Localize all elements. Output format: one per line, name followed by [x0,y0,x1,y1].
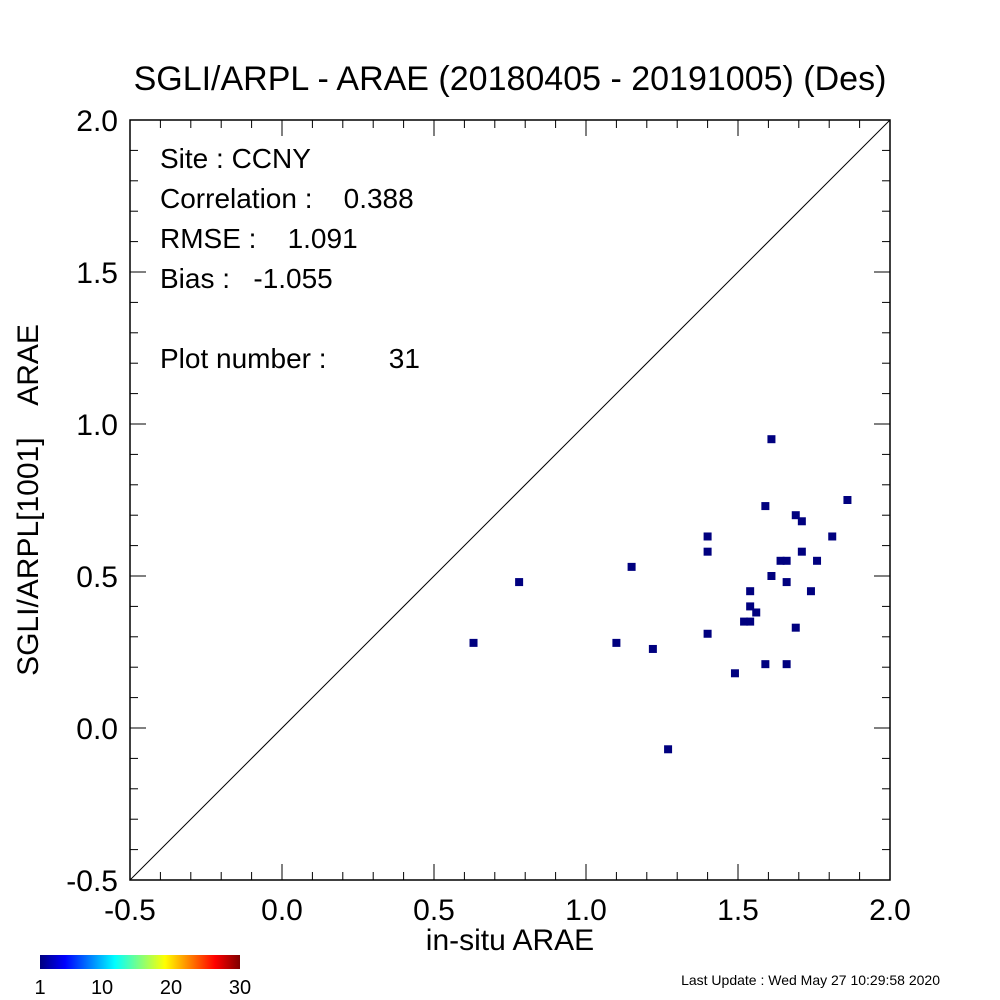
data-point [515,578,524,587]
data-point [782,556,791,565]
data-point [752,608,761,617]
data-point [612,638,621,647]
plot-frame [129,119,891,881]
y-tick-label: -0.5 [66,865,118,898]
colorbar-label: 1 [34,977,45,999]
data-point [761,660,770,669]
stats-block: Site : CCNY Correlation : 0.388 RMSE : 1… [160,143,420,374]
data-point [703,629,712,638]
data-point [746,602,755,611]
data-point [767,435,776,444]
y-tick-label: 0.5 [76,561,118,594]
identity-line [129,119,891,881]
data-point [797,547,806,556]
y-tick-label: 1.0 [76,409,118,442]
stat-correlation: Correlation : 0.388 [160,183,414,214]
data-point [740,617,749,626]
data-point [730,669,739,678]
colorbar-label: 20 [160,977,182,999]
x-tick-label: 2.0 [869,894,911,927]
stat-bias: Bias : -1.055 [160,263,333,294]
data-point [806,587,815,596]
y-tick-label: 0.0 [76,713,118,746]
data-point [627,562,636,571]
x-tick-label: 1.5 [717,894,759,927]
data-point [767,572,776,580]
x-tick-label: -0.5 [104,894,156,927]
y-tick-label: 2.0 [76,105,118,138]
colorbar [40,955,240,969]
data-point [782,578,791,587]
data-point [761,502,770,511]
data-point [843,496,852,504]
data-point [791,623,800,632]
colorbar-label: 10 [91,977,113,999]
data-point [746,587,755,596]
x-tick-label: 0.5 [413,894,455,927]
last-update-text: Last Update : Wed May 27 10:29:58 2020 [681,972,940,988]
data-point [782,660,791,669]
data-point [746,617,755,626]
data-point [648,644,657,653]
stat-plot-number: Plot number : 31 [160,343,420,374]
data-point [664,745,673,754]
x-tick-labels: -0.5 0.0 0.5 1.0 1.5 2.0 [104,894,911,927]
chart-title: SGLI/ARPL - ARAE (20180405 - 20191005) (… [134,60,887,98]
x-tick-label: 0.0 [261,894,303,927]
colorbar-label: 30 [229,977,251,999]
data-point [797,517,806,526]
data-point [703,532,712,541]
x-axis-title: in-situ ARAE [426,924,594,957]
data-point [469,638,478,647]
data-point [828,532,837,541]
data-points [469,435,852,754]
y-tick-labels: -0.5 0.0 0.5 1.0 1.5 2.0 [66,105,118,898]
stat-site: Site : CCNY [160,143,311,174]
x-tick-label: 1.0 [565,894,607,927]
y-axis-title: SGLI/ARPL[1001] ARAE [12,324,45,676]
data-point [776,556,785,565]
data-point [791,511,800,520]
data-point [813,556,822,565]
data-point [703,547,712,556]
colorbar-labels: 1 10 20 30 [34,977,251,999]
y-tick-label: 1.5 [76,257,118,290]
stat-rmse: RMSE : 1.091 [160,223,358,254]
